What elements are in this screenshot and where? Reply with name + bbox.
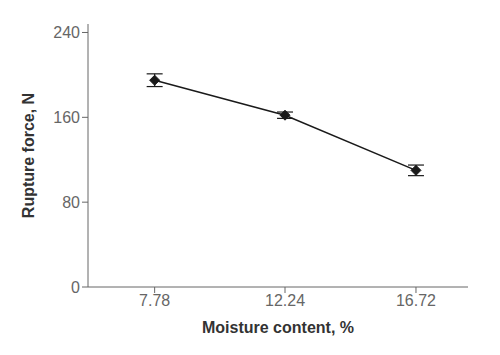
svg-text:12.24: 12.24 (265, 292, 305, 309)
svg-text:160: 160 (53, 109, 80, 126)
svg-text:80: 80 (62, 194, 80, 211)
svg-text:240: 240 (53, 24, 80, 41)
svg-text:Rupture force, N: Rupture force, N (20, 93, 37, 218)
svg-text:Moisture content, %: Moisture content, % (202, 319, 354, 336)
svg-text:16.72: 16.72 (396, 292, 436, 309)
svg-text:0: 0 (71, 279, 80, 296)
svg-text:7.78: 7.78 (139, 292, 170, 309)
